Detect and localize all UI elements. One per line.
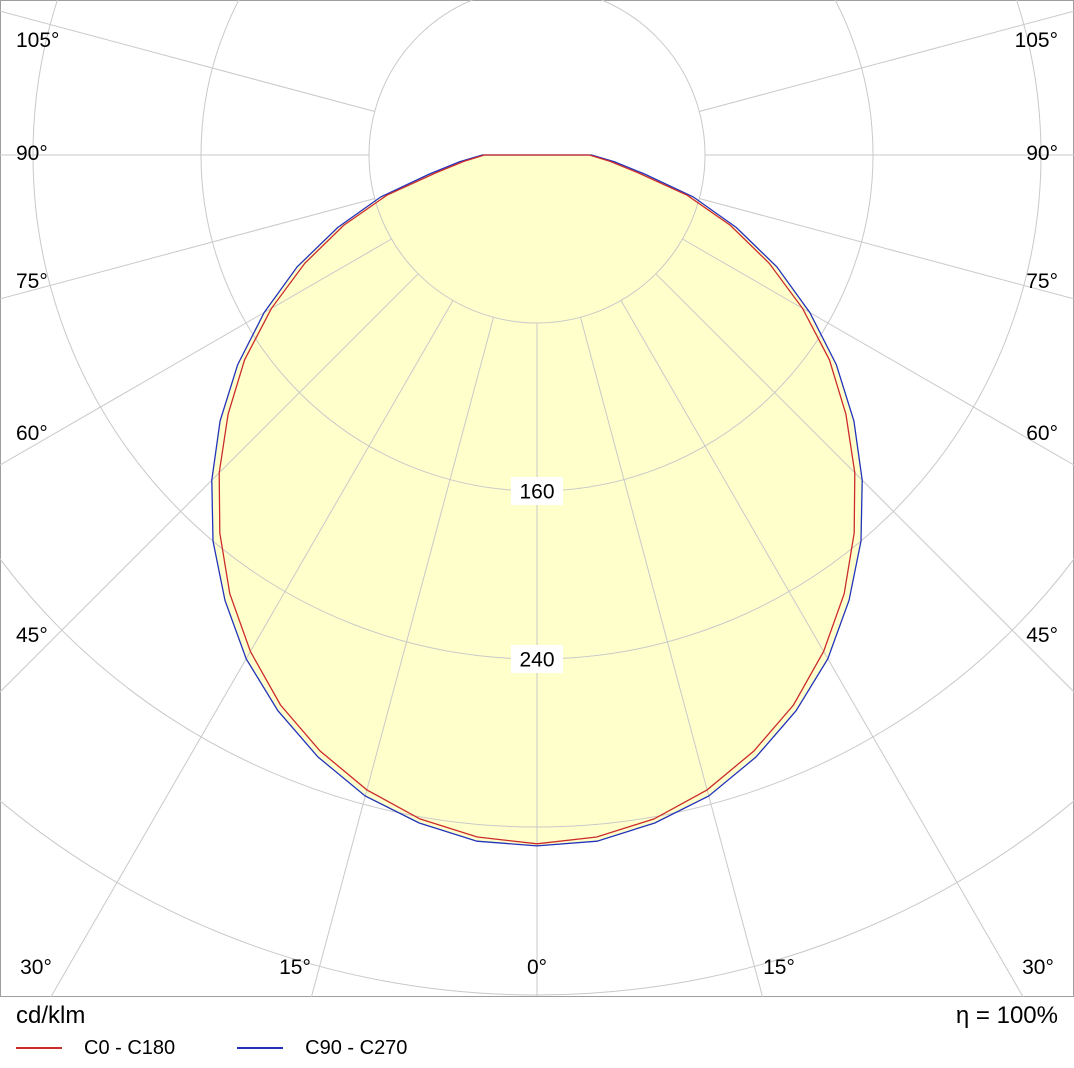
angle-label-right: 75°	[1026, 270, 1058, 293]
grid-ray	[0, 10, 375, 113]
angle-label-bottom: 0°	[527, 956, 547, 979]
legend-label-c90-c270: C90 - C270	[305, 1036, 408, 1059]
angle-label-right: 60°	[1026, 422, 1058, 445]
angle-label-bottom: 30°	[20, 956, 52, 979]
angle-label-right: 105°	[1015, 29, 1058, 52]
ring-label-box	[511, 645, 563, 673]
grid-ray	[0, 238, 392, 466]
grid-ray	[620, 300, 1024, 997]
ring-label: 240	[519, 649, 554, 672]
angle-label-left: 60°	[16, 422, 48, 445]
legend-item-c0-c180: C0 - C180	[16, 1037, 175, 1060]
polar-grid	[0, 0, 1074, 997]
units-label: cd/klm	[16, 1002, 86, 1029]
legend-label-c0-c180: C0 - C180	[84, 1036, 176, 1059]
grid-ray	[682, 238, 1074, 466]
polar-chart-canvas: 160 240 105° 105° 90° 90° 75° 75° 60° 60° 45° 45° 30…	[0, 0, 1074, 997]
grid-ray	[0, 273, 419, 693]
angle-label-left: 45°	[16, 624, 48, 647]
legend-item-c90-c270: C90 - C270	[237, 1037, 407, 1060]
chart-footer: cd/klm η = 100% C0 - C180 C90 - C270	[0, 997, 1074, 1068]
angle-label-left: 75°	[16, 270, 48, 293]
angle-label-left: 90°	[16, 142, 48, 165]
grid-ray	[0, 197, 375, 300]
angle-label-bottom: 30°	[1022, 956, 1054, 979]
grid-ray	[699, 197, 1074, 300]
ring-label-box	[511, 477, 563, 505]
grid-ray	[579, 317, 764, 997]
footer-top-row: cd/klm η = 100%	[16, 1002, 1058, 1030]
curve-c0-c180	[218, 154, 856, 845]
efficiency-label: η = 100%	[955, 1002, 1058, 1029]
grid-ray	[699, 10, 1074, 113]
curve-c90-c270	[211, 154, 863, 847]
c0-c180-line-swatch	[16, 1047, 62, 1050]
legend: C0 - C180 C90 - C270	[16, 1037, 1058, 1060]
angle-label-right: 45°	[1026, 624, 1058, 647]
grid-ray	[50, 300, 454, 997]
c90-c270-line-swatch	[237, 1047, 284, 1050]
grid-ray	[310, 317, 495, 997]
ring-label: 160	[519, 481, 554, 504]
angle-label-left: 105°	[16, 29, 59, 52]
polar-diagram: 160 240 105° 105° 90° 90° 75° 75° 60° 60° 45° 45° 30…	[0, 0, 1074, 997]
angle-label-bottom: 15°	[279, 956, 311, 979]
angle-label-bottom: 15°	[763, 956, 795, 979]
grid-ray	[655, 273, 1074, 693]
angle-label-right: 90°	[1026, 142, 1058, 165]
